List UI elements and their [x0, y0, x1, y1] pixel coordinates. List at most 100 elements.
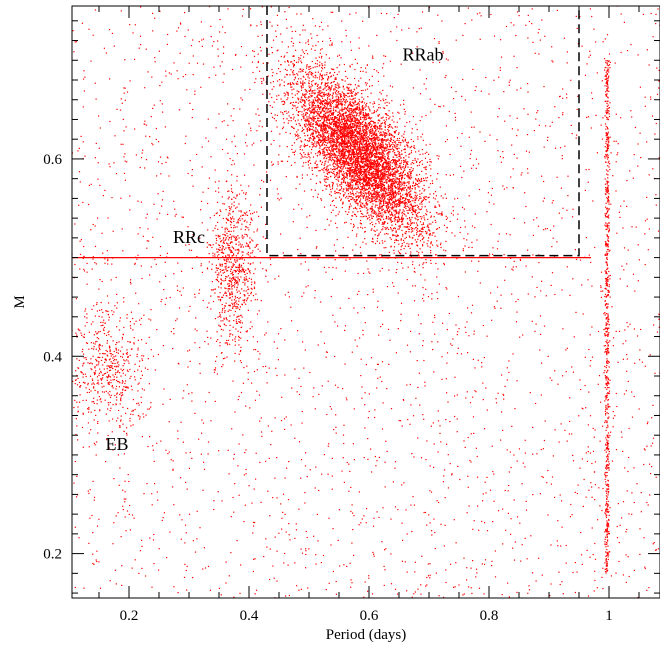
- data-point: [254, 81, 256, 84]
- data-point: [401, 139, 404, 141]
- data-point: [315, 554, 317, 556]
- data-point: [139, 418, 141, 420]
- data-point: [380, 124, 382, 126]
- data-point: [222, 26, 224, 28]
- data-point: [484, 428, 486, 430]
- data-point: [639, 349, 641, 351]
- data-point: [365, 243, 367, 245]
- data-point: [413, 208, 415, 210]
- data-point: [177, 78, 179, 80]
- data-point: [363, 161, 365, 163]
- data-point: [357, 312, 359, 314]
- data-point: [397, 328, 399, 330]
- data-point: [355, 150, 358, 153]
- data-point: [428, 223, 430, 225]
- data-point: [204, 567, 207, 569]
- data-point: [204, 401, 207, 403]
- data-point: [558, 441, 560, 443]
- data-point: [182, 287, 184, 289]
- data-point: [151, 142, 153, 145]
- data-point: [301, 552, 304, 554]
- data-point: [373, 145, 375, 148]
- data-point: [346, 461, 348, 464]
- data-point: [159, 246, 162, 248]
- data-point: [372, 291, 374, 293]
- data-point: [396, 268, 398, 271]
- data-point: [229, 315, 231, 317]
- data-point: [159, 212, 161, 214]
- data-point: [82, 257, 84, 259]
- data-point: [351, 192, 353, 195]
- data-point: [384, 122, 386, 124]
- data-point: [506, 367, 508, 369]
- data-point: [370, 121, 372, 123]
- data-point: [338, 124, 340, 126]
- data-point: [236, 153, 238, 155]
- data-point: [497, 150, 499, 152]
- data-point: [199, 237, 201, 239]
- data-point: [612, 417, 614, 419]
- data-point: [327, 136, 330, 138]
- data-point: [338, 83, 340, 85]
- data-point: [327, 94, 329, 96]
- data-point: [365, 67, 367, 69]
- data-point: [372, 288, 374, 290]
- data-point: [546, 139, 549, 141]
- data-point: [329, 88, 331, 90]
- data-point: [396, 177, 398, 179]
- data-point: [149, 136, 151, 138]
- data-point: [560, 187, 562, 189]
- data-point: [141, 152, 143, 154]
- data-point: [352, 115, 354, 117]
- data-point: [144, 167, 146, 169]
- data-point: [362, 329, 364, 331]
- data-point: [288, 594, 290, 597]
- data-point: [541, 475, 543, 478]
- data-point: [98, 518, 100, 520]
- data-point: [455, 91, 457, 93]
- data-point: [562, 207, 564, 209]
- data-point: [117, 512, 119, 514]
- data-point: [300, 140, 302, 142]
- data-point: [623, 269, 625, 271]
- data-point: [524, 537, 526, 539]
- data-point: [303, 190, 306, 192]
- data-point: [397, 292, 399, 294]
- data-point: [600, 290, 602, 292]
- data-point: [115, 276, 117, 278]
- data-point: [427, 563, 429, 565]
- data-point: [479, 131, 481, 133]
- data-point: [278, 79, 281, 81]
- data-point: [379, 91, 381, 93]
- data-point: [390, 583, 393, 585]
- data-point: [464, 271, 466, 273]
- data-point: [377, 214, 379, 216]
- data-point: [319, 181, 321, 183]
- data-point: [265, 223, 267, 225]
- data-point: [439, 432, 441, 434]
- data-point: [359, 173, 361, 175]
- data-point: [355, 215, 358, 217]
- data-point: [482, 500, 484, 502]
- data-point: [655, 476, 657, 478]
- data-point: [405, 184, 408, 187]
- data-point: [280, 197, 282, 199]
- data-point: [116, 293, 118, 295]
- data-point: [323, 95, 325, 97]
- data-point: [249, 237, 251, 239]
- data-point: [273, 341, 275, 343]
- data-point: [202, 63, 205, 65]
- data-point: [300, 477, 302, 479]
- data-point: [286, 27, 288, 29]
- data-point: [329, 122, 331, 124]
- data-point: [360, 206, 362, 208]
- data-point: [416, 31, 418, 33]
- data-point: [341, 132, 344, 134]
- data-point: [355, 143, 357, 145]
- data-point: [349, 135, 351, 137]
- data-point: [338, 151, 340, 153]
- data-point: [357, 147, 359, 149]
- data-point: [658, 69, 660, 71]
- data-point: [575, 311, 577, 313]
- data-point: [98, 315, 100, 317]
